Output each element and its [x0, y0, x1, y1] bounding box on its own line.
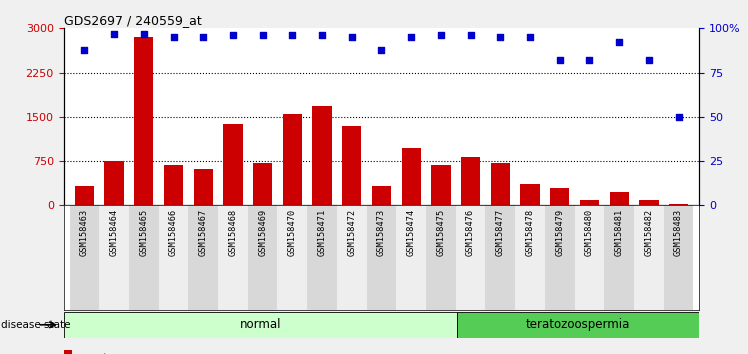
Text: GSM158473: GSM158473: [377, 209, 386, 256]
Point: [435, 33, 447, 38]
Bar: [105, 161, 123, 205]
Text: GSM158483: GSM158483: [674, 209, 683, 256]
Bar: [223, 124, 242, 205]
Bar: [75, 186, 94, 205]
Bar: [307, 205, 337, 310]
Bar: [432, 165, 450, 205]
Bar: [64, 349, 72, 354]
Point: [108, 31, 120, 36]
Text: GSM158470: GSM158470: [288, 209, 297, 256]
Bar: [485, 205, 515, 310]
Text: teratozoospermia: teratozoospermia: [526, 318, 631, 331]
Bar: [70, 205, 99, 310]
Bar: [337, 205, 367, 310]
Bar: [278, 205, 307, 310]
Text: GSM158469: GSM158469: [258, 209, 267, 256]
Bar: [640, 200, 658, 205]
Bar: [402, 148, 421, 205]
Bar: [129, 205, 159, 310]
Point: [583, 57, 595, 63]
Bar: [461, 157, 480, 205]
Text: GSM158466: GSM158466: [169, 209, 178, 256]
Bar: [134, 37, 153, 205]
Text: GSM158472: GSM158472: [347, 209, 356, 256]
Point: [375, 47, 387, 52]
Text: GSM158474: GSM158474: [407, 209, 416, 256]
Bar: [342, 126, 361, 205]
Text: GSM158475: GSM158475: [436, 209, 445, 256]
Point: [613, 40, 625, 45]
Bar: [580, 200, 599, 205]
Point: [465, 33, 476, 38]
Point: [643, 57, 654, 63]
Point: [257, 33, 269, 38]
Bar: [610, 192, 629, 205]
Text: GSM158467: GSM158467: [199, 209, 208, 256]
Point: [138, 31, 150, 36]
Text: GSM158464: GSM158464: [110, 209, 119, 256]
Point: [672, 114, 684, 120]
Text: GSM158478: GSM158478: [526, 209, 535, 256]
Point: [79, 47, 91, 52]
Point: [316, 33, 328, 38]
Bar: [634, 205, 663, 310]
Bar: [545, 205, 574, 310]
Text: GDS2697 / 240559_at: GDS2697 / 240559_at: [64, 14, 201, 27]
Bar: [574, 205, 604, 310]
Text: disease state: disease state: [1, 320, 70, 330]
Bar: [188, 205, 218, 310]
Point: [168, 34, 180, 40]
Bar: [457, 312, 699, 338]
Point: [554, 57, 565, 63]
Bar: [550, 188, 569, 205]
Text: GSM158476: GSM158476: [466, 209, 475, 256]
Bar: [164, 165, 183, 205]
Bar: [253, 163, 272, 205]
Bar: [521, 184, 540, 205]
Bar: [99, 205, 129, 310]
Bar: [515, 205, 545, 310]
Text: GSM158480: GSM158480: [585, 209, 594, 256]
Bar: [218, 205, 248, 310]
Bar: [64, 312, 457, 338]
Bar: [669, 204, 688, 205]
Point: [494, 34, 506, 40]
Bar: [283, 114, 302, 205]
Text: GSM158468: GSM158468: [228, 209, 237, 256]
Bar: [313, 106, 331, 205]
Bar: [491, 163, 510, 205]
Bar: [159, 205, 188, 310]
Bar: [367, 205, 396, 310]
Text: GSM158477: GSM158477: [496, 209, 505, 256]
Text: GSM158463: GSM158463: [80, 209, 89, 256]
Point: [524, 34, 536, 40]
Text: count: count: [76, 353, 108, 354]
Bar: [663, 205, 693, 310]
Bar: [372, 186, 391, 205]
Point: [405, 34, 417, 40]
Text: GSM158482: GSM158482: [644, 209, 653, 256]
Point: [227, 33, 239, 38]
Point: [286, 33, 298, 38]
Text: GSM158481: GSM158481: [615, 209, 624, 256]
Text: normal: normal: [239, 318, 281, 331]
Bar: [426, 205, 456, 310]
Bar: [248, 205, 278, 310]
Text: GSM158471: GSM158471: [318, 209, 327, 256]
Bar: [456, 205, 485, 310]
Bar: [604, 205, 634, 310]
Point: [346, 34, 358, 40]
Text: GSM158465: GSM158465: [139, 209, 148, 256]
Text: GSM158479: GSM158479: [555, 209, 564, 256]
Bar: [396, 205, 426, 310]
Point: [197, 34, 209, 40]
Bar: [194, 169, 213, 205]
